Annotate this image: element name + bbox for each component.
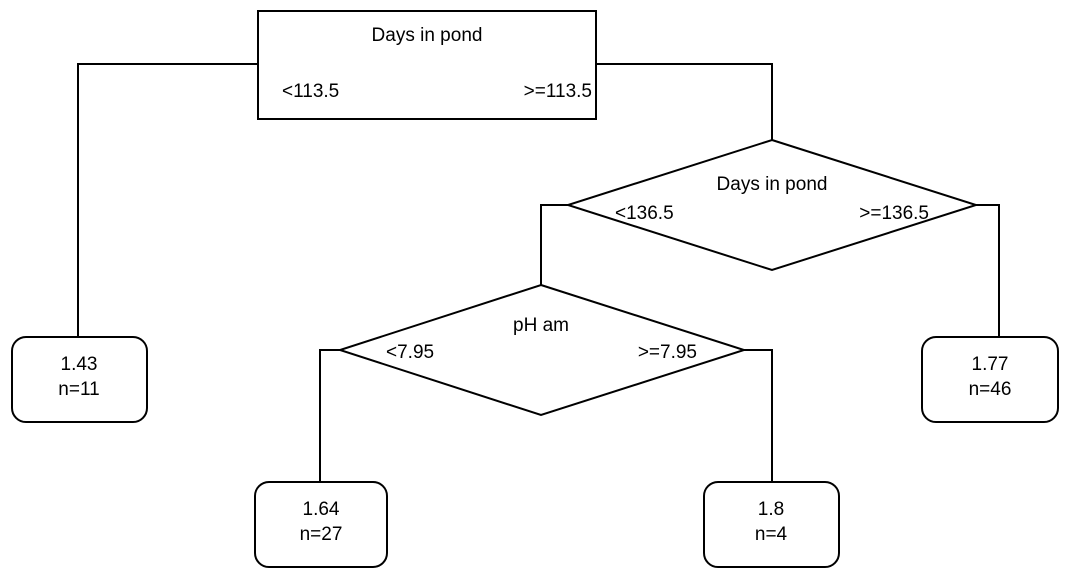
split-3-node: pH am <7.95 >=7.95 bbox=[336, 283, 748, 417]
leaf-4-count: n=46 bbox=[969, 379, 1012, 400]
root-split-node: Days in pond <113.5 >=113.5 bbox=[257, 10, 597, 120]
leaf-2-box bbox=[254, 481, 388, 568]
leaf-node-1: 1.43 n=11 bbox=[11, 336, 148, 423]
split-3-right-branch-label: >=7.95 bbox=[638, 342, 697, 363]
edge-split-3-to-leaf-2 bbox=[319, 349, 340, 482]
leaf-3-value: 1.8 bbox=[758, 499, 784, 520]
edge-split-2-to-split-3 bbox=[540, 204, 568, 285]
edge-split-3-to-leaf-3 bbox=[744, 349, 773, 482]
root-split-label: Days in pond bbox=[372, 25, 483, 46]
edge-root-to-leaf-1 bbox=[77, 63, 258, 345]
split-2-node: Days in pond <136.5 >=136.5 bbox=[564, 138, 980, 272]
tree-edges bbox=[77, 63, 1000, 482]
root-split-box bbox=[257, 10, 597, 120]
root-left-branch-label: <113.5 bbox=[282, 81, 339, 102]
edge-root-to-split-2 bbox=[596, 63, 773, 140]
leaf-1-count: n=11 bbox=[58, 379, 99, 400]
leaf-3-box bbox=[703, 481, 840, 568]
leaf-4-box bbox=[921, 336, 1059, 423]
leaf-node-4: 1.77 n=46 bbox=[921, 336, 1059, 423]
edge-split-2-to-leaf-4 bbox=[976, 204, 1000, 336]
leaf-2-count: n=27 bbox=[300, 524, 343, 545]
split-2-label: Days in pond bbox=[717, 174, 828, 195]
split-3-left-branch-label: <7.95 bbox=[386, 342, 434, 363]
split-2-right-branch-label: >=136.5 bbox=[859, 203, 929, 224]
leaf-3-count: n=4 bbox=[755, 524, 788, 545]
leaf-1-value: 1.43 bbox=[61, 354, 98, 375]
root-right-branch-label: >=113.5 bbox=[524, 81, 592, 102]
leaf-1-box bbox=[11, 336, 148, 423]
split-2-left-branch-label: <136.5 bbox=[615, 203, 674, 224]
split-3-diamond bbox=[336, 283, 748, 417]
leaf-node-3: 1.8 n=4 bbox=[703, 481, 840, 568]
leaf-4-value: 1.77 bbox=[972, 354, 1009, 375]
leaf-2-value: 1.64 bbox=[303, 499, 340, 520]
split-3-label: pH am bbox=[513, 315, 569, 336]
leaf-node-2: 1.64 n=27 bbox=[254, 481, 388, 568]
split-2-diamond bbox=[564, 138, 980, 272]
